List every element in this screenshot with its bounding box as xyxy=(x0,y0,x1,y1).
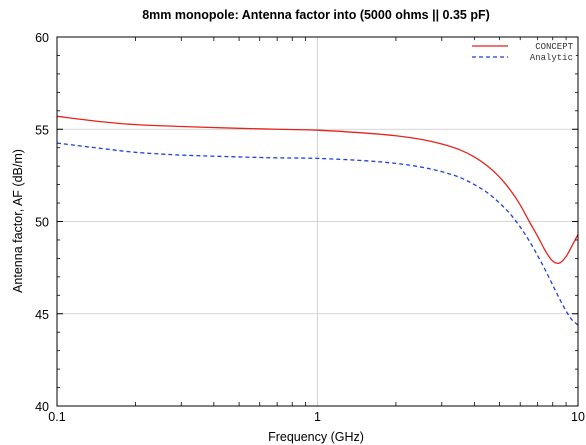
x-axis-label: Frequency (GHz) xyxy=(268,430,364,444)
series-line-analytic xyxy=(56,142,579,326)
y-tick-label: 60 xyxy=(35,31,49,45)
chart-title: 8mm monopole: Antenna factor into (5000 … xyxy=(142,8,490,22)
series-line-concept xyxy=(56,115,579,264)
legend-entry-label: Analytic xyxy=(530,53,573,63)
y-tick-label: 45 xyxy=(35,308,49,322)
grid-lines xyxy=(56,36,579,407)
y-tick-label: 55 xyxy=(35,123,49,137)
legend-box xyxy=(466,40,576,68)
series-lines xyxy=(56,115,579,326)
x-tick-label: 0.1 xyxy=(48,410,65,424)
y-tick-label: 50 xyxy=(35,216,49,230)
y-axis-label: Antenna factor, AF (dB/m) xyxy=(11,149,25,293)
y-tick-label: 40 xyxy=(35,400,49,414)
x-tick-label: 10 xyxy=(571,410,585,424)
x-tick-label: 1 xyxy=(314,410,321,424)
axis-ticks: 0.1 1 10 40 45 50 55 60 xyxy=(35,31,585,424)
legend-entry-label: CONCEPT xyxy=(535,42,573,52)
